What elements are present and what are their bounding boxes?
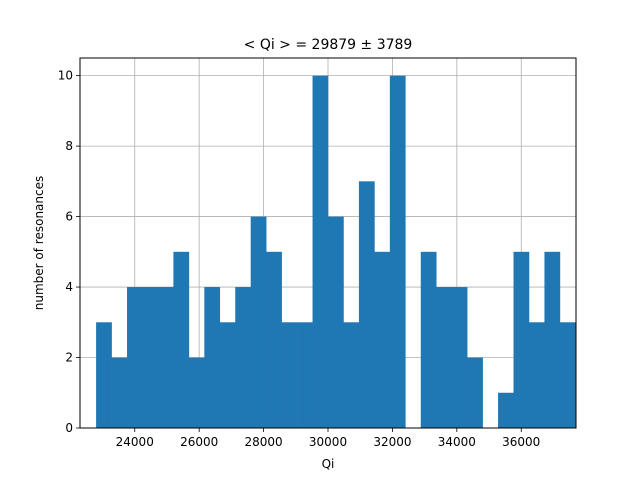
histogram-bar <box>513 251 530 428</box>
histogram-bar <box>204 287 221 428</box>
histogram-bars <box>96 75 576 428</box>
histogram-bar <box>111 357 128 428</box>
histogram-bar <box>420 251 437 428</box>
histogram-bar <box>235 287 252 428</box>
x-axis-label: Qi <box>322 457 335 471</box>
histogram-bar <box>358 181 375 428</box>
histogram-bar <box>188 357 205 428</box>
histogram-bar <box>389 75 406 428</box>
histogram-bar <box>498 392 514 428</box>
x-tick-label: 26000 <box>180 435 218 449</box>
x-tick-label: 24000 <box>116 435 154 449</box>
x-tick-label: 36000 <box>502 435 540 449</box>
histogram-bar <box>266 251 282 428</box>
histogram-bar <box>343 322 360 428</box>
histogram-bar <box>142 287 159 428</box>
y-tick-label: 10 <box>58 69 73 83</box>
histogram-bar <box>559 322 576 428</box>
histogram-bar <box>96 322 112 428</box>
y-tick-label: 4 <box>65 280 73 294</box>
y-axis-label: number of resonances <box>32 176 46 310</box>
histogram-bar <box>312 75 329 428</box>
y-tick-label: 6 <box>65 210 73 224</box>
histogram-bar <box>250 216 267 428</box>
histogram-bar <box>127 287 143 428</box>
x-tick-label: 30000 <box>309 435 347 449</box>
histogram-bar <box>328 216 344 428</box>
y-tick-label: 8 <box>65 139 73 153</box>
x-axis-ticks: 24000 26000 28000 30000 32000 34000 36000 <box>116 428 540 449</box>
x-tick-label: 34000 <box>438 435 476 449</box>
x-tick-label: 28000 <box>244 435 282 449</box>
histogram-bar <box>157 287 174 428</box>
histogram-bar <box>281 322 298 428</box>
histogram-bar <box>374 251 391 428</box>
y-axis-ticks: 0 2 4 6 8 10 <box>58 69 80 435</box>
histogram-bar <box>173 251 190 428</box>
histogram-bar <box>219 322 236 428</box>
histogram-bar <box>544 251 561 428</box>
histogram-bar <box>451 287 468 428</box>
x-tick-label: 32000 <box>373 435 411 449</box>
histogram-bar <box>467 357 483 428</box>
chart-title: < Qi > = 29879 ± 3789 <box>244 37 413 53</box>
y-tick-label: 2 <box>65 351 73 365</box>
y-tick-label: 0 <box>65 421 73 435</box>
histogram-bar <box>528 322 545 428</box>
histogram-bar <box>436 287 452 428</box>
histogram-bar <box>297 322 313 428</box>
